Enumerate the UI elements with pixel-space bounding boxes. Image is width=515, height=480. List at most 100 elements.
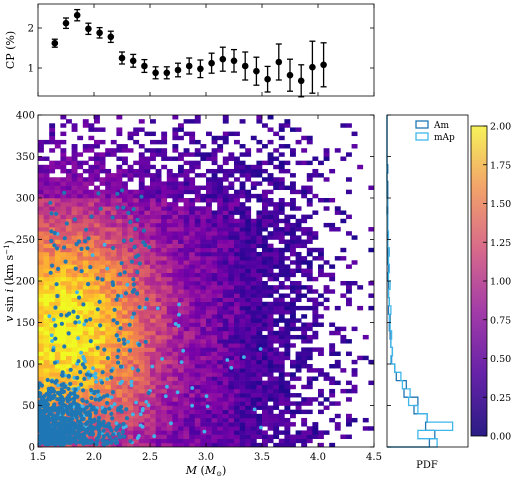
heatmap-cell	[200, 405, 207, 410]
heatmap-cell	[250, 247, 257, 253]
heatmap-cell	[110, 139, 117, 145]
heatmap-cell	[206, 185, 212, 190]
heatmap-cell	[122, 305, 128, 311]
heatmap-cell	[278, 202, 285, 207]
heatmap-cell	[301, 135, 308, 141]
heatmap-cell	[88, 276, 95, 282]
heatmap-cell	[178, 185, 184, 190]
am-star-point	[115, 293, 121, 298]
heatmap-cell	[267, 218, 274, 224]
heatmap-cell	[200, 347, 207, 352]
colorbar: 0.000.250.500.751.001.251.501.752.00	[470, 122, 511, 443]
heatmap-cell	[290, 268, 296, 273]
heatmap-cell	[43, 256, 50, 261]
heatmap-cell	[144, 351, 151, 356]
heatmap-cell	[189, 310, 196, 315]
heatmap-cell	[206, 152, 212, 157]
heatmap-cell	[189, 206, 196, 211]
heatmap-cell	[77, 314, 84, 319]
heatmap-cell	[161, 206, 168, 211]
heatmap-cell	[82, 260, 89, 265]
heatmap-cell	[38, 326, 44, 332]
heatmap-cell	[166, 256, 173, 261]
heatmap-cell	[150, 231, 156, 236]
heatmap-cell	[82, 256, 89, 261]
heatmap-cell	[211, 426, 218, 431]
heatmap-cell	[88, 272, 95, 278]
heatmap-cell	[200, 422, 207, 427]
heatmap-cell	[38, 148, 44, 153]
heatmap-cell	[239, 210, 246, 215]
am-star-point	[120, 429, 125, 434]
heatmap-cell	[116, 251, 123, 257]
heatmap-cell	[94, 156, 100, 161]
heatmap-cell	[161, 334, 168, 340]
heatmap-cell	[262, 417, 268, 423]
heatmap-cell	[290, 148, 296, 153]
heatmap-cell	[222, 202, 229, 207]
heatmap-cell	[222, 222, 229, 228]
heatmap-cell	[189, 214, 196, 220]
heatmap-cell	[189, 251, 196, 257]
heatmap-cell	[256, 326, 263, 332]
heatmap-cell	[250, 305, 257, 311]
am-star-point	[131, 282, 136, 287]
heatmap-cell	[211, 247, 218, 253]
heatmap-cell	[234, 231, 240, 236]
heatmap-cell	[54, 251, 61, 257]
heatmap-cell	[234, 334, 240, 340]
heatmap-cell	[144, 276, 151, 282]
heatmap-cell	[54, 393, 61, 398]
heatmap-cell	[155, 368, 162, 373]
heatmap-cell	[234, 347, 240, 352]
heatmap-cell	[99, 264, 106, 269]
heatmap-cell	[110, 413, 117, 419]
heatmap-cell	[150, 131, 156, 137]
cp-panel: 12 CP (%)	[4, 3, 375, 98]
am-star-point	[66, 386, 71, 391]
heatmap-cell	[290, 239, 296, 244]
heatmap-cell	[144, 131, 151, 137]
heatmap-cell	[278, 235, 285, 240]
heatmap-cell	[194, 430, 201, 435]
am-star-point	[92, 417, 97, 422]
heatmap-cell	[189, 181, 196, 186]
heatmap-cell	[295, 364, 302, 369]
heatmap-cell	[38, 276, 44, 282]
map-star-point	[102, 242, 107, 247]
pdf-step-map	[386, 115, 454, 448]
heatmap-cell	[278, 359, 285, 365]
heatmap-cell	[262, 123, 268, 128]
cp-point	[129, 57, 137, 65]
heatmap-cell	[278, 355, 285, 361]
heatmap-cell	[245, 401, 252, 406]
heatmap-cell	[306, 135, 313, 141]
pdf-step-am	[386, 115, 436, 448]
heatmap-cell	[245, 227, 252, 232]
heatmap-cell	[88, 297, 95, 303]
heatmap-cell	[262, 343, 268, 348]
am-star-point	[49, 238, 54, 244]
heatmap-cell	[200, 372, 207, 377]
am-star-point	[143, 243, 148, 248]
heatmap-cell	[194, 442, 201, 447]
heatmap-cell	[189, 264, 196, 269]
heatmap-cell	[71, 256, 78, 261]
heatmap-cell	[206, 364, 212, 369]
heatmap-cell	[99, 376, 106, 381]
heatmap-cell	[234, 281, 240, 286]
heatmap-cell	[273, 339, 280, 344]
heatmap-cell	[38, 388, 44, 394]
heatmap-cell	[150, 189, 156, 195]
heatmap-cell	[200, 206, 207, 211]
cp-point	[230, 57, 238, 65]
am-star-point	[59, 395, 64, 400]
heatmap-cell	[239, 314, 246, 319]
map-star-point	[121, 425, 126, 430]
heatmap-cell	[228, 322, 235, 327]
heatmap-cell	[211, 289, 218, 294]
heatmap-cell	[99, 218, 106, 224]
heatmap-cell	[43, 268, 50, 273]
heatmap-cell	[217, 218, 224, 224]
heatmap-cell	[234, 160, 240, 166]
